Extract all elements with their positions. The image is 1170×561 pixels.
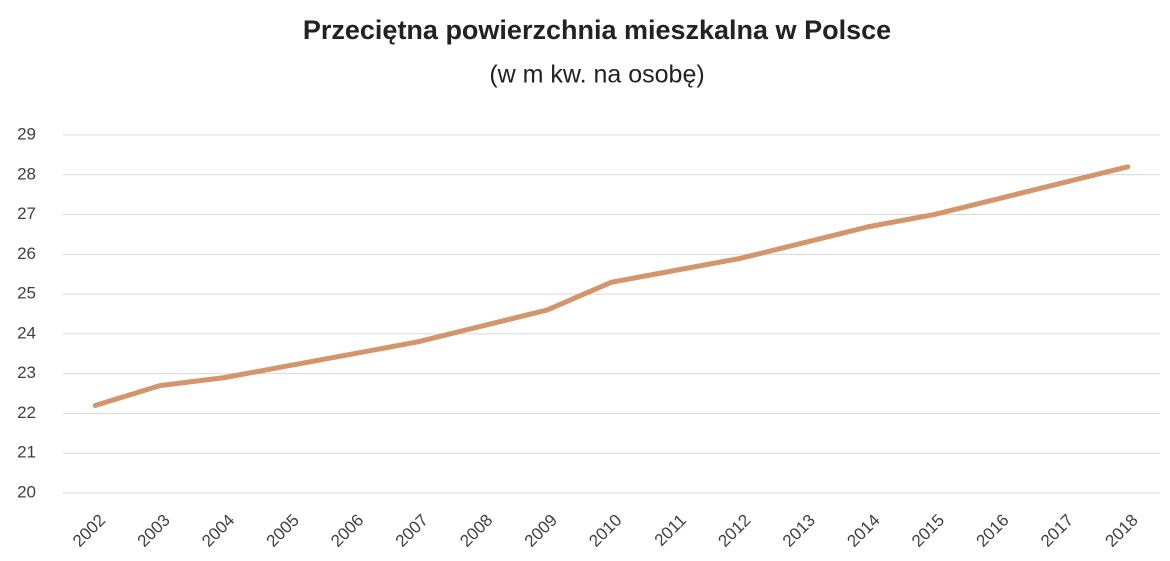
- y-tick-label: 20: [17, 482, 36, 501]
- data-line: [92, 164, 1131, 408]
- x-tick-label: 2011: [651, 511, 690, 550]
- y-tick-label: 22: [17, 403, 36, 422]
- y-tick-label: 28: [17, 164, 36, 183]
- x-tick-label: 2016: [972, 511, 1012, 551]
- x-tick-label: 2015: [908, 511, 948, 551]
- x-tick-label: 2008: [456, 511, 496, 551]
- x-tick-label: 2012: [714, 511, 754, 551]
- y-tick-label: 26: [17, 244, 36, 263]
- x-tick-label: 2007: [392, 511, 432, 551]
- x-tick-label: 2017: [1037, 511, 1077, 551]
- x-tick-label: 2009: [521, 511, 561, 551]
- x-tick-label: 2014: [843, 511, 883, 551]
- y-tick-label: 24: [17, 323, 36, 342]
- x-tick-label: 2018: [1102, 511, 1142, 551]
- y-tick-label: 21: [17, 443, 36, 462]
- x-tick-label: 2010: [585, 511, 625, 551]
- x-tick-label: 2013: [779, 511, 819, 551]
- y-tick-label: 29: [17, 124, 36, 143]
- x-tick-label: 2006: [327, 511, 367, 551]
- y-tick-label: 27: [17, 204, 36, 223]
- y-tick-label: 23: [17, 363, 36, 382]
- x-tick-label: 2004: [198, 511, 238, 551]
- x-tick-label: 2005: [263, 511, 303, 551]
- chart-subtitle: (w m kw. na osobę): [489, 61, 704, 89]
- x-tick-label: 2002: [69, 511, 109, 551]
- chart-title: Przeciętna powierzchnia mieszkalna w Pol…: [303, 15, 891, 45]
- x-tick-label: 2003: [134, 511, 174, 551]
- y-tick-label: 25: [17, 284, 36, 303]
